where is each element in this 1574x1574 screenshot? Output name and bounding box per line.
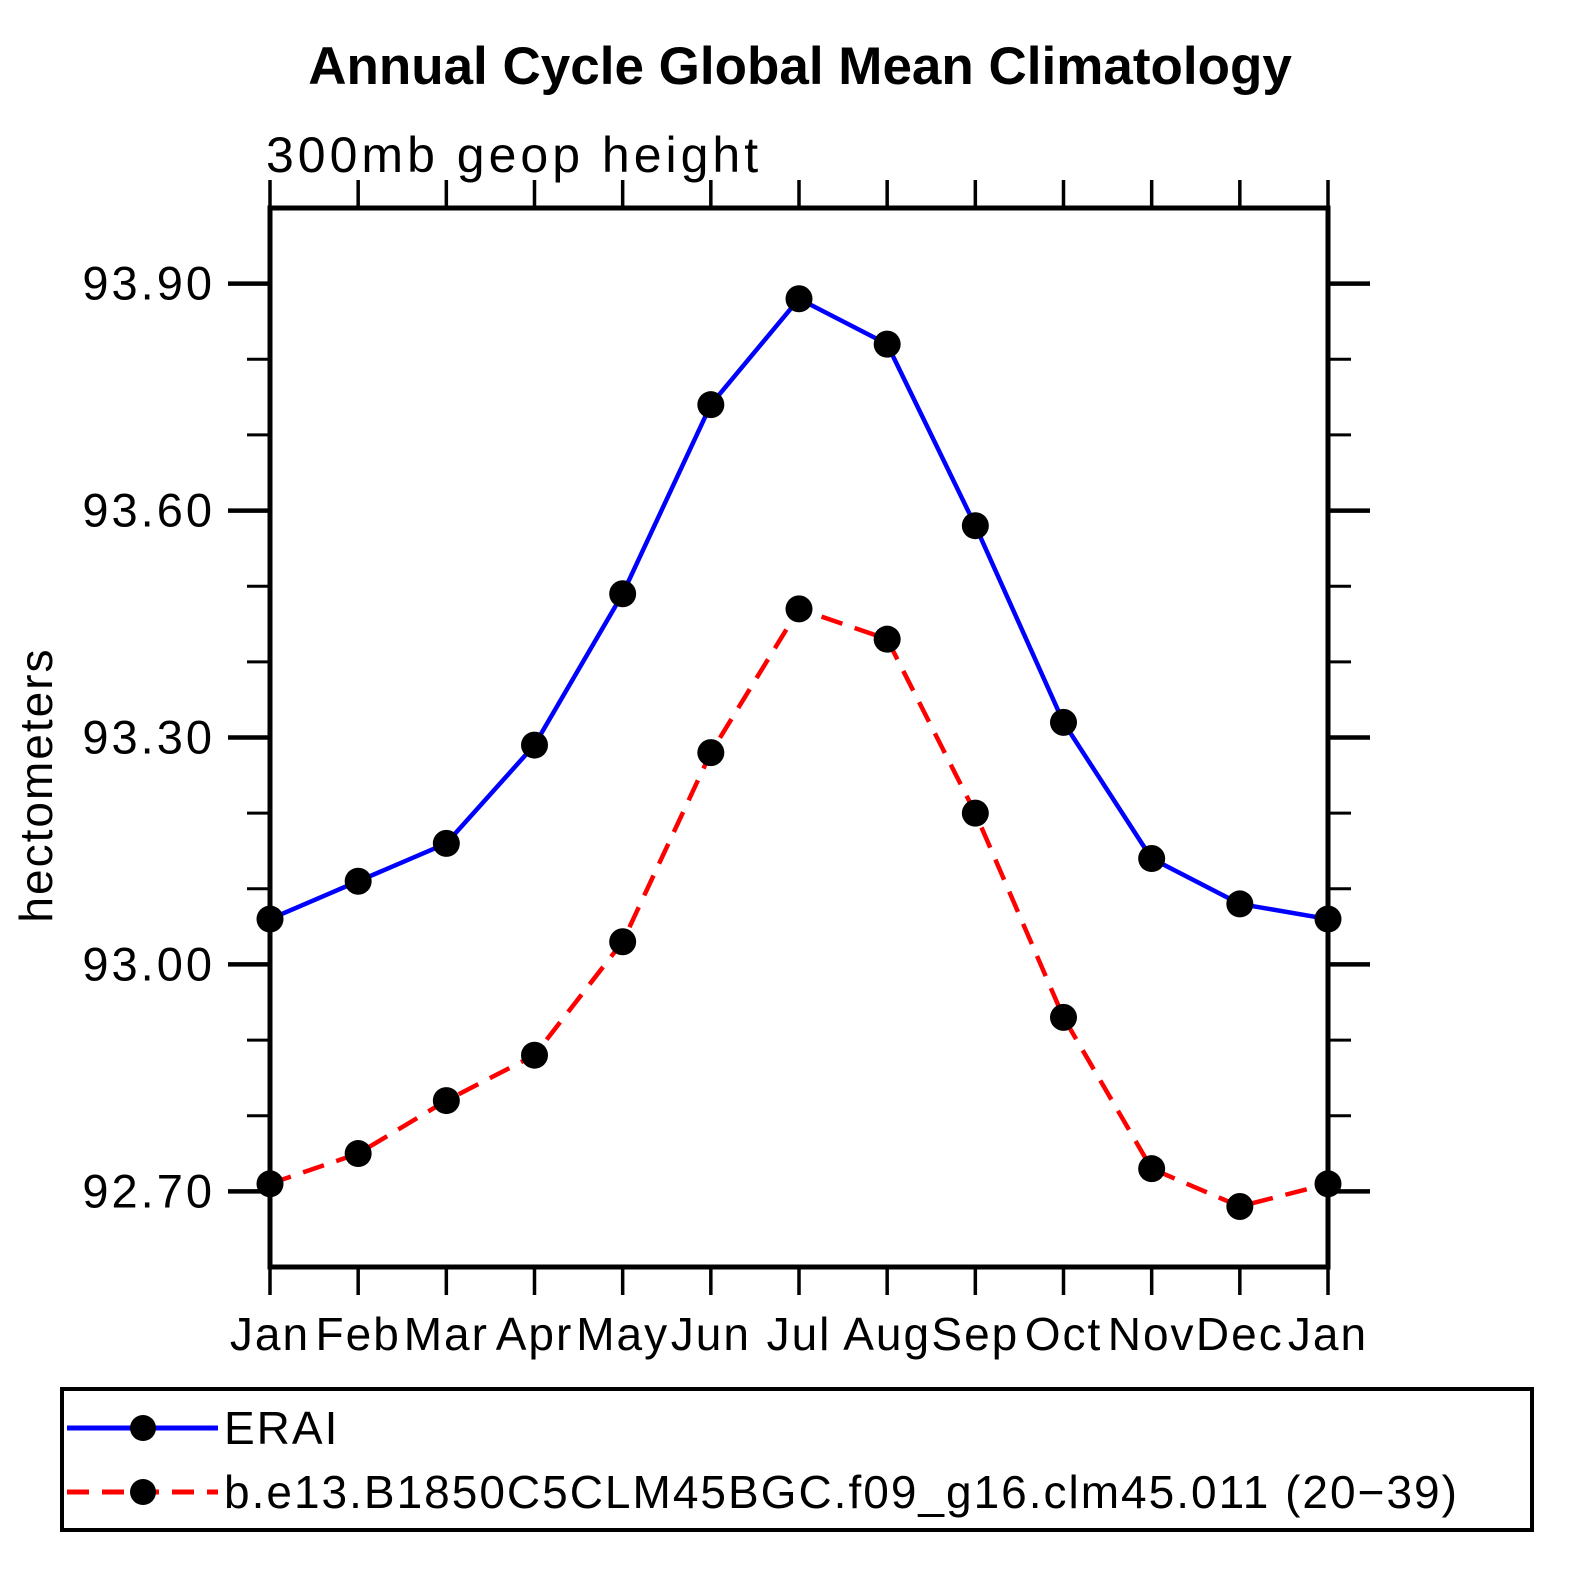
- month-label: Jan: [1288, 1308, 1368, 1360]
- y-tick-label: 93.00: [82, 937, 215, 990]
- data-point: [785, 595, 813, 623]
- y-tick-label: 92.70: [82, 1164, 215, 1217]
- data-point: [1226, 890, 1254, 918]
- data-point: [521, 1041, 548, 1069]
- month-label: Feb: [316, 1308, 401, 1360]
- data-point: [1050, 708, 1077, 736]
- data-point: [1050, 1003, 1077, 1031]
- data-point: [1226, 1192, 1254, 1220]
- month-label: Jan: [230, 1308, 310, 1360]
- month-label: Sep: [931, 1308, 1019, 1360]
- legend: ERAI b.e13.B1850C5CLM45BGC.f09_g16.clm45.…: [60, 1387, 1534, 1532]
- plot-axes: Jan Feb Mar Apr May Jun Jul Aug Sep Oct Nov Dec Jan9…: [82, 180, 1370, 1360]
- legend-marker: [130, 1415, 156, 1441]
- month-label: Oct: [1025, 1308, 1103, 1360]
- chart-title: Annual Cycle Global Mean Climatology: [308, 37, 1292, 96]
- month-label: Aug: [843, 1308, 931, 1360]
- data-point: [1138, 1155, 1166, 1183]
- data-point: [609, 928, 637, 956]
- legend-box: [60, 1387, 1534, 1532]
- data-point: [256, 905, 284, 933]
- month-label: Nov: [1108, 1308, 1196, 1360]
- legend-marker: [130, 1479, 156, 1505]
- data-point: [609, 580, 637, 608]
- legend-label: ERAI: [224, 1402, 339, 1454]
- y-tick-label: 93.90: [82, 257, 215, 310]
- data-point: [785, 285, 813, 313]
- series-layer: [256, 285, 1342, 1220]
- data-point: [344, 867, 372, 895]
- data-point: [697, 739, 725, 767]
- data-point: [873, 625, 901, 653]
- data-point: [1314, 1170, 1342, 1198]
- month-label: Mar: [404, 1308, 489, 1360]
- month-label: Apr: [496, 1308, 574, 1360]
- data-point: [961, 799, 989, 827]
- y-axis-label: hectometers: [10, 647, 62, 922]
- data-point: [873, 330, 901, 358]
- month-label: Jul: [767, 1308, 832, 1360]
- data-point: [256, 1170, 284, 1198]
- data-point: [521, 731, 548, 759]
- month-label: Dec: [1196, 1308, 1284, 1360]
- data-point: [432, 1087, 460, 1115]
- month-label: Jun: [671, 1308, 751, 1360]
- legend-label: b.e13.B1850C5CLM45BGC.f09_g16.clm45.011 …: [224, 1466, 1459, 1518]
- data-point: [1314, 905, 1342, 933]
- data-point: [961, 512, 989, 540]
- month-label: May: [576, 1308, 669, 1360]
- y-tick-label: 93.30: [82, 711, 215, 764]
- data-point: [1138, 845, 1166, 873]
- data-point: [344, 1140, 372, 1168]
- y-tick-label: 93.60: [82, 484, 215, 537]
- data-point: [432, 829, 460, 857]
- data-point: [697, 391, 725, 419]
- chart-subtitle: 300mb geop height: [266, 127, 762, 183]
